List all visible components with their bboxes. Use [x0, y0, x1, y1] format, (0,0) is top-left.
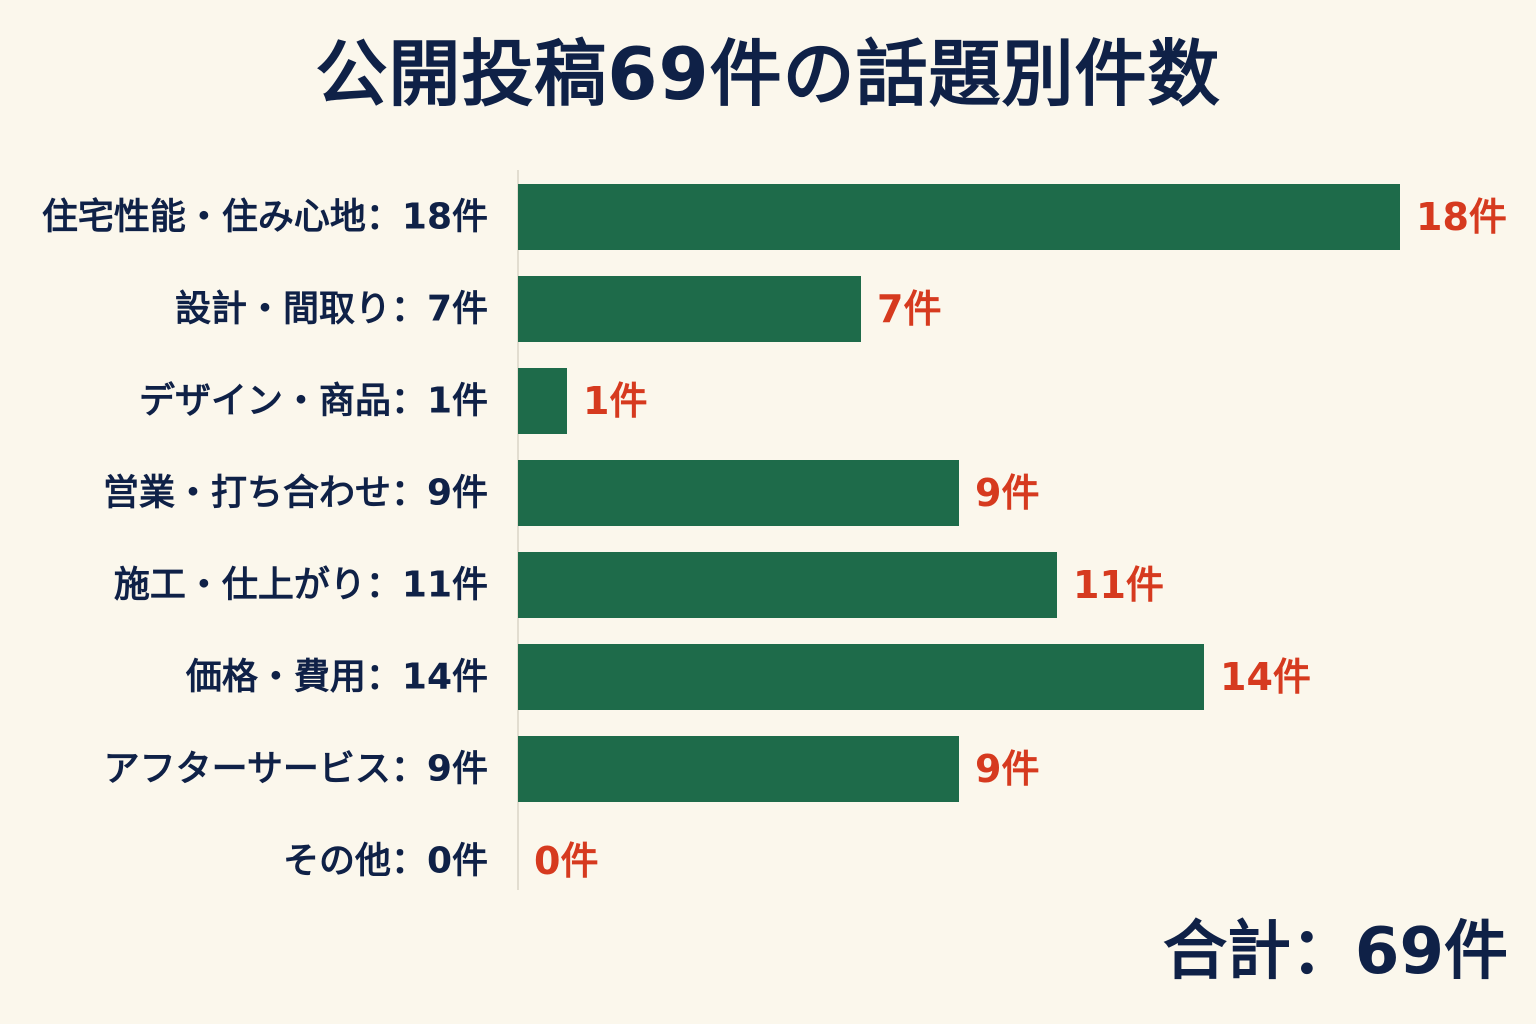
category-label: 住宅性能・住み心地：18件: [42, 196, 488, 238]
bar: [518, 644, 1204, 710]
category-label: その他：0件: [283, 841, 488, 882]
value-label: 1件: [583, 379, 647, 423]
category-label: 価格・費用：14件: [185, 657, 488, 698]
value-label: 11件: [1073, 563, 1164, 607]
value-label: 14件: [1220, 655, 1311, 699]
value-label: 9件: [975, 471, 1039, 515]
category-label: 営業・打ち合わせ：9件: [103, 473, 488, 514]
category-label: デザイン・商品：1件: [139, 380, 488, 422]
category-label: アフターサービス：9件: [104, 749, 488, 790]
category-label: 施工・仕上がり：11件: [114, 565, 488, 606]
bar: [518, 552, 1057, 618]
value-label: 9件: [975, 747, 1039, 791]
category-label: 設計・間取り：7件: [175, 289, 488, 330]
bar: [518, 368, 567, 434]
bar: [518, 736, 959, 802]
total-label: 合計：69件: [1162, 915, 1508, 989]
value-label: 18件: [1416, 195, 1507, 239]
chart-title: 公開投稿69件の話題別件数: [315, 32, 1221, 116]
bar: [518, 276, 861, 342]
value-label: 0件: [534, 839, 598, 883]
value-label: 7件: [877, 287, 941, 331]
bar: [518, 460, 959, 526]
bar: [518, 184, 1400, 250]
